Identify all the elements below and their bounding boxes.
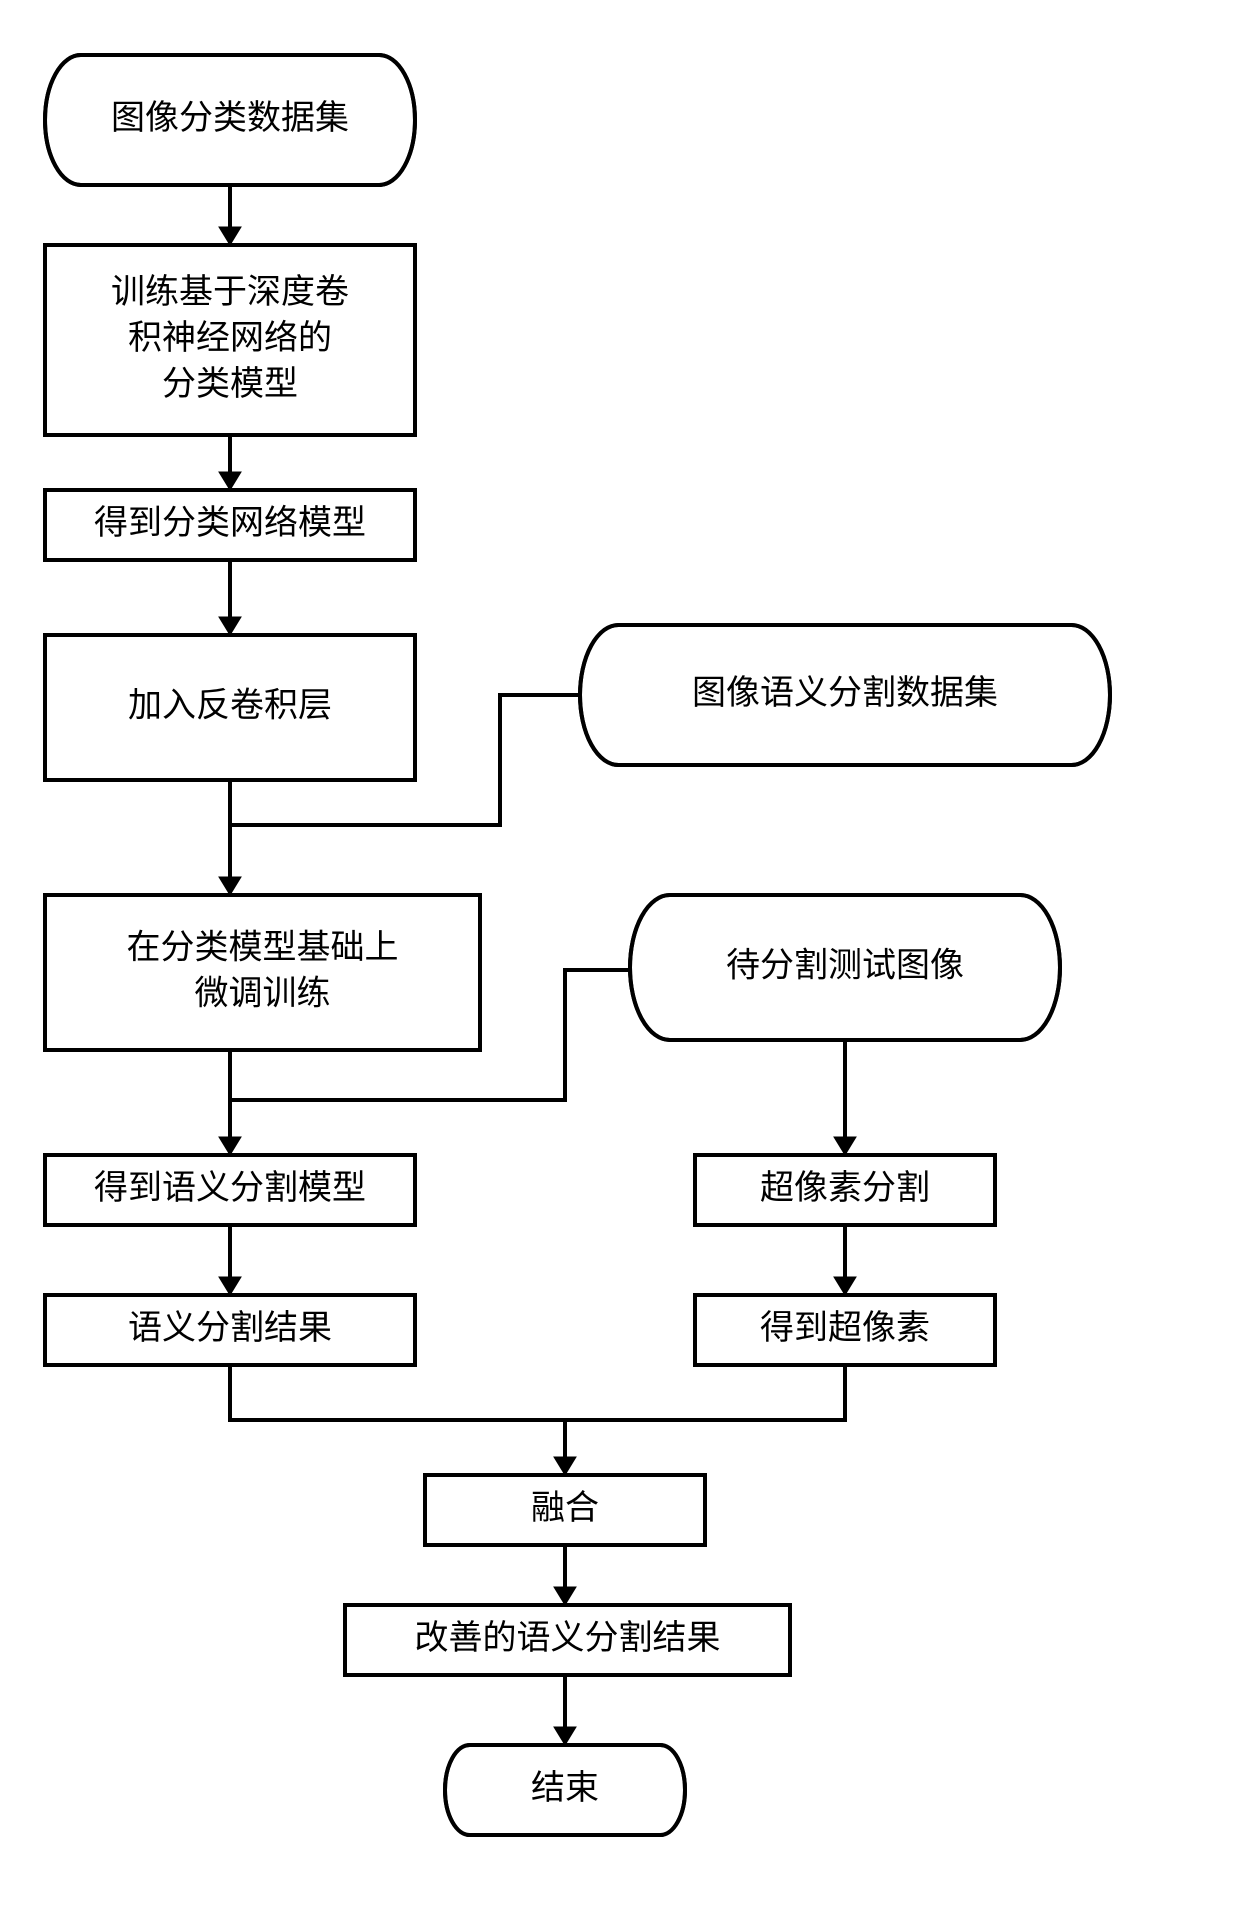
arrowhead-icon — [219, 617, 241, 635]
node-label: 积神经网络的 — [128, 319, 332, 357]
node-label: 图像语义分割数据集 — [692, 674, 998, 712]
node-label: 融合 — [531, 1489, 599, 1527]
arrowhead-icon — [554, 1587, 576, 1605]
node-label: 加入反卷积层 — [128, 686, 332, 724]
arrowhead-icon — [554, 1457, 576, 1475]
flowchart-canvas: 图像分类数据集训练基于深度卷积神经网络的分类模型得到分类网络模型加入反卷积层 图像… — [0, 0, 1240, 1909]
node-label: 改善的语义分割结果 — [415, 1619, 721, 1657]
node-label: 图像分类数据集 — [111, 99, 349, 137]
arrowhead-icon — [219, 877, 241, 895]
process-box — [45, 895, 480, 1050]
arrowhead-icon — [834, 1277, 856, 1295]
arrowhead-icon — [219, 1277, 241, 1295]
arrowhead-icon — [554, 1727, 576, 1745]
node-label: 待分割测试图像 — [726, 946, 964, 984]
flow-edge — [230, 1365, 565, 1475]
node-label: 得到语义分割模型 — [94, 1169, 366, 1207]
node-label: 语义分割结果 — [128, 1309, 332, 1347]
node-label: 超像素分割 — [760, 1169, 930, 1207]
arrowhead-icon — [219, 227, 241, 245]
node-label: 微调训练 — [195, 974, 331, 1012]
arrowhead-icon — [219, 1137, 241, 1155]
node-label: 在分类模型基础上 — [127, 929, 399, 967]
arrowhead-icon — [834, 1137, 856, 1155]
node-label: 得到超像素 — [760, 1309, 930, 1347]
flow-edge — [565, 1365, 845, 1420]
arrowhead-icon — [219, 472, 241, 490]
node-label: 得到分类网络模型 — [94, 504, 366, 542]
node-label: 分类模型 — [162, 365, 298, 403]
node-label: 训练基于深度卷 — [111, 273, 349, 311]
node-label: 结束 — [531, 1769, 599, 1807]
